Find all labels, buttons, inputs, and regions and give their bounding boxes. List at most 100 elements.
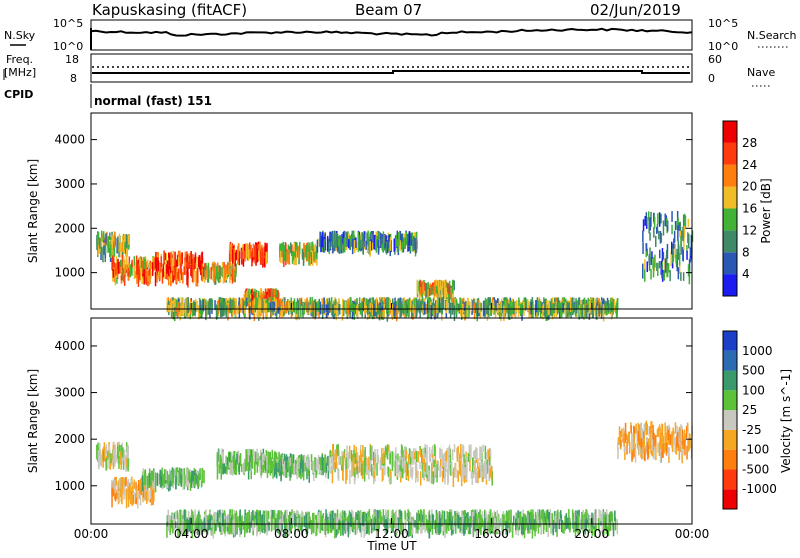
data-cell [321,516,323,529]
data-cell [103,231,105,240]
data-cell [376,299,378,311]
data-cell [436,286,438,293]
data-cell [323,297,325,313]
data-cell [568,509,570,517]
data-cell [352,302,354,312]
data-cell [336,233,338,245]
data-cell [132,485,134,492]
data-cell [190,251,192,264]
data-cell [458,515,460,528]
data-cell [316,303,318,312]
data-cell [537,301,539,313]
data-cell [311,242,313,250]
data-cell [378,455,380,463]
data-cell [233,268,235,278]
data-cell [488,465,490,472]
data-cell [382,469,384,482]
data-cell [131,260,133,268]
data-cell [361,464,363,476]
data-cell [569,518,571,532]
data-cell [130,264,132,277]
data-cell [262,454,264,465]
data-cell [373,304,375,316]
data-cell [123,256,125,268]
data-cell [143,269,145,285]
data-cell [599,304,601,312]
data-cell [134,265,136,279]
data-cell [412,519,414,534]
data-cell [327,456,329,466]
data-cell [164,263,166,278]
data-cell [444,288,446,299]
data-cell [355,453,357,464]
data-cell [515,521,517,530]
data-cell [558,302,560,312]
data-cell [172,514,174,522]
data-cell [316,458,318,470]
data-cell [113,479,115,490]
data-cell [128,234,130,244]
data-cell [187,268,189,279]
data-cell [161,256,163,267]
data-cell [601,306,603,319]
data-cell [303,251,305,266]
data-cell [233,459,235,469]
data-cell [115,263,117,275]
data-cell [500,302,502,313]
data-cell [589,301,591,314]
data-cell [417,471,419,482]
data-cell [562,303,564,312]
data-cell [361,302,363,317]
data-cell [472,512,474,521]
data-cell [529,305,531,314]
data-cell [109,444,111,452]
data-cell [429,447,431,461]
data-cell [429,514,431,521]
data-cell [176,467,178,474]
data-cell [485,511,487,519]
data-cell [453,468,455,478]
data-cell [126,458,128,467]
data-cell [166,264,168,273]
data-cell [119,266,121,273]
noise-panel: N.Sky 10^5 10^0 N.Search 10^5 10^0 [4,17,797,53]
data-cell [181,304,183,315]
data-cell [194,475,196,487]
data-cell [179,251,181,262]
data-cell [444,281,446,288]
data-cell [331,302,333,312]
data-cell [312,251,314,266]
data-cell [285,243,287,252]
data-cell [146,491,148,504]
data-cell [125,265,127,278]
data-cell [300,462,302,474]
data-cell [654,217,656,229]
data-cell [294,467,296,475]
data-cell [229,461,231,468]
data-cell [234,521,236,535]
data-cell [219,522,221,531]
data-cell [370,241,372,257]
nave-label: Nave [747,66,775,79]
data-cell [653,264,655,278]
data-cell [329,298,331,305]
data-cell [410,457,412,464]
data-cell [296,464,298,479]
data-cell [451,520,453,535]
data-cell [474,304,476,320]
data-cell [126,235,128,249]
data-cell [559,512,561,519]
data-cell [541,519,543,533]
data-cell [99,443,101,452]
data-cell [364,468,366,481]
data-cell [417,517,419,526]
data-cell [360,455,362,462]
data-cell [649,254,651,262]
data-cell [236,454,238,463]
data-cell [420,287,422,295]
data-cell [225,456,227,466]
data-cell [301,299,303,307]
data-cell [481,461,483,476]
data-cell [315,520,317,533]
data-cell [145,473,147,483]
